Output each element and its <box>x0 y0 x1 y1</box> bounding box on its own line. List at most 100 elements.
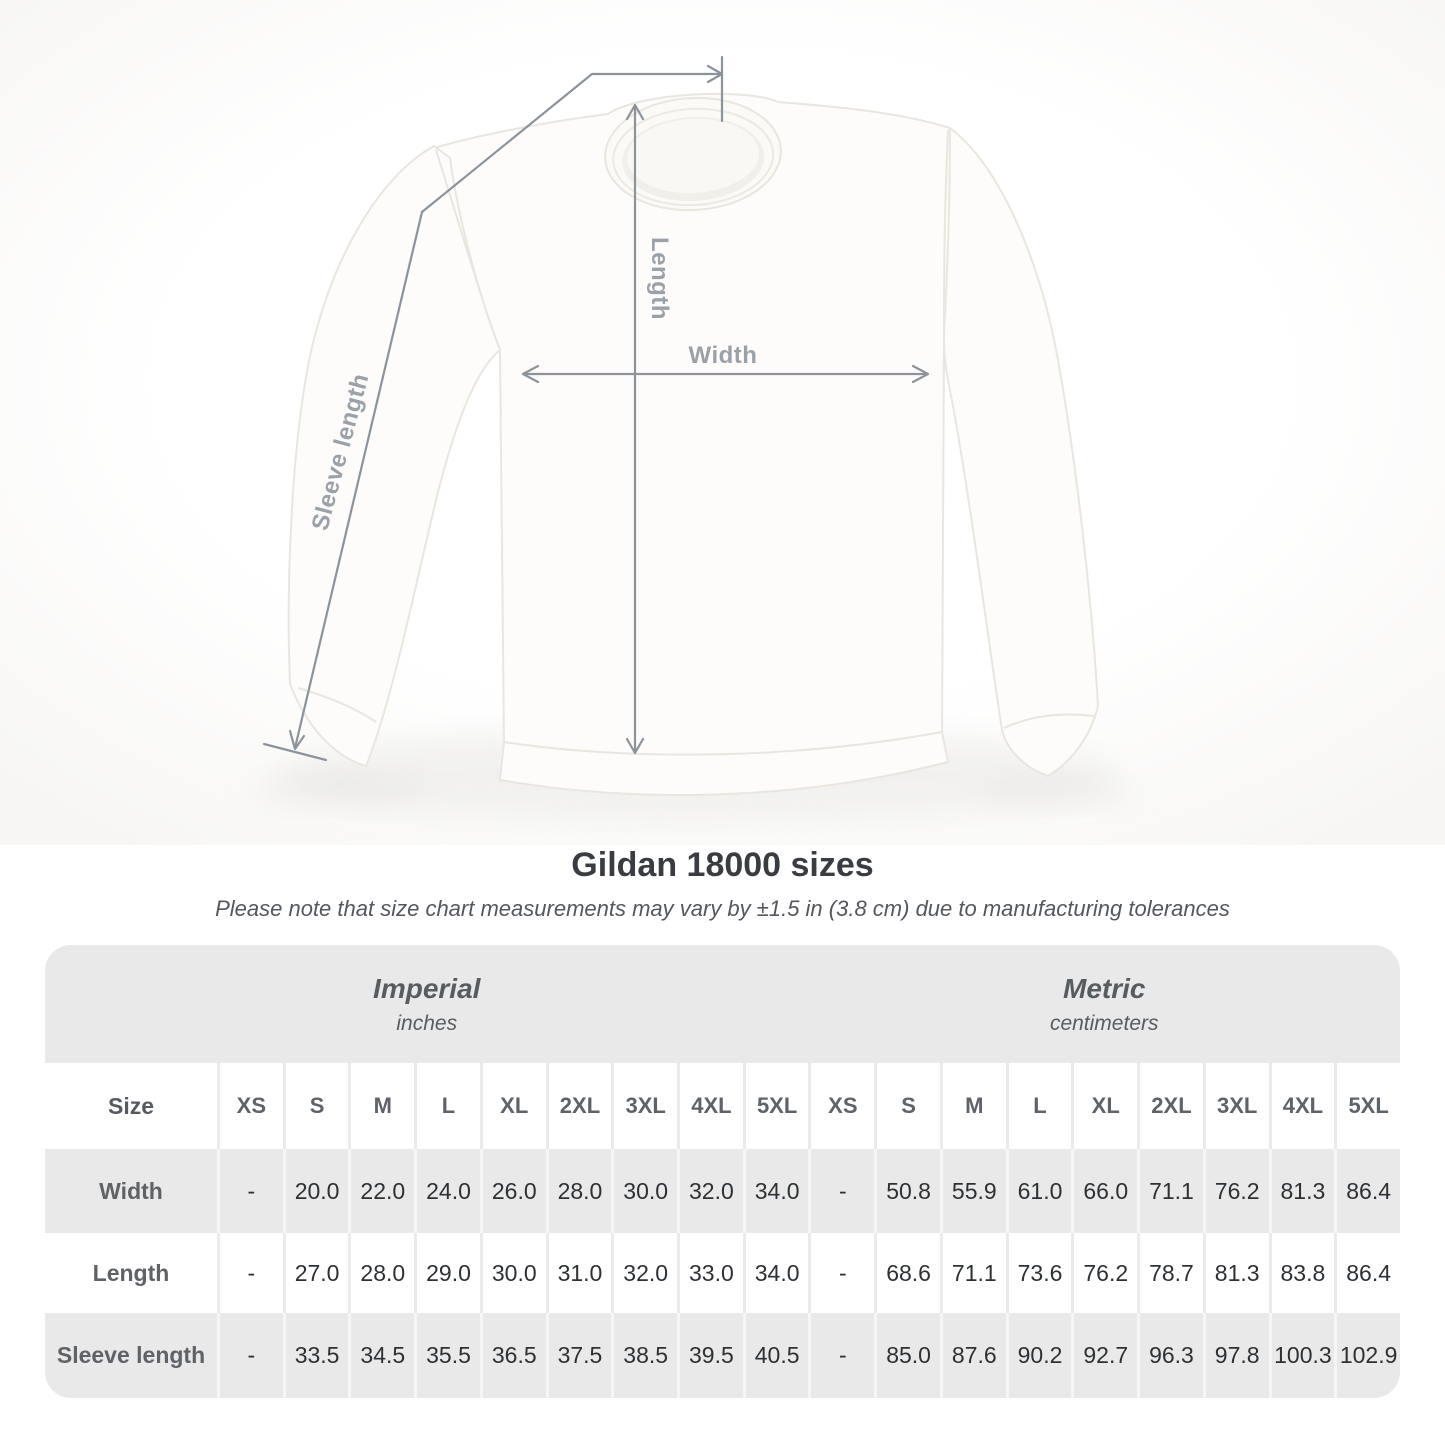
size-header-metric-xs: XS <box>808 1063 875 1149</box>
sweatshirt-illustration <box>287 92 1099 796</box>
value-cell: 81.3 <box>1202 1233 1269 1313</box>
value-cell: - <box>808 1313 875 1398</box>
value-cell: 102.9 <box>1334 1313 1400 1398</box>
value-cell: 78.7 <box>1137 1233 1203 1313</box>
value-cell: 28.0 <box>348 1233 415 1313</box>
right-armhole-seam <box>943 129 949 335</box>
value-cell: 76.2 <box>1071 1233 1138 1313</box>
value-cell: 73.6 <box>1005 1233 1072 1313</box>
value-cell: 27.0 <box>282 1233 349 1313</box>
size-header-metric-5xl: 5XL <box>1334 1063 1400 1149</box>
value-cell: 29.0 <box>414 1233 480 1313</box>
width-measure-label: Width <box>688 342 758 369</box>
value-cell: 20.0 <box>282 1149 349 1233</box>
value-cell: 92.7 <box>1071 1313 1138 1398</box>
value-cell: 37.5 <box>545 1313 612 1398</box>
unit-group-imperial: Imperial inches <box>45 945 809 1063</box>
size-header-metric-s: S <box>874 1063 940 1149</box>
value-cell: 86.4 <box>1334 1149 1400 1233</box>
value-cell: 50.8 <box>874 1149 940 1233</box>
value-cell: 34.0 <box>742 1233 809 1313</box>
value-cell: 97.8 <box>1202 1313 1269 1398</box>
value-cell: 40.5 <box>742 1313 809 1398</box>
value-cell: 38.5 <box>611 1313 678 1398</box>
size-header-imperial-3xl: 3XL <box>611 1063 678 1149</box>
row-label-length: Length <box>45 1233 217 1313</box>
size-header-imperial-s: S <box>282 1063 349 1149</box>
value-cell: 71.1 <box>1137 1149 1203 1233</box>
value-cell: 61.0 <box>1005 1149 1072 1233</box>
value-cell: 81.3 <box>1268 1149 1335 1233</box>
size-header-metric-xl: XL <box>1071 1063 1138 1149</box>
right-cuff-seam <box>1003 713 1095 729</box>
value-cell: 22.0 <box>348 1149 415 1233</box>
value-cell: 68.6 <box>874 1233 940 1313</box>
value-cell: 30.0 <box>611 1149 678 1233</box>
left-cuff-seam <box>297 687 377 723</box>
size-header-imperial-xl: XL <box>479 1063 546 1149</box>
value-cell: - <box>217 1149 283 1233</box>
value-cell: 34.0 <box>742 1149 809 1233</box>
value-cell: 100.3 <box>1268 1313 1335 1398</box>
metric-label: Metric <box>1063 972 1146 1004</box>
collar <box>604 96 782 212</box>
size-header-imperial-m: M <box>348 1063 415 1149</box>
value-cell: 90.2 <box>1005 1313 1072 1398</box>
value-cell: 24.0 <box>414 1149 480 1233</box>
value-cell: 28.0 <box>545 1149 612 1233</box>
value-cell: 35.5 <box>414 1313 480 1398</box>
imperial-label: Imperial <box>373 972 481 1004</box>
tolerance-note: Please note that size chart measurements… <box>215 896 1230 921</box>
size-column-header: Size <box>45 1063 217 1149</box>
value-cell: 71.1 <box>939 1233 1006 1313</box>
value-cell: 33.0 <box>677 1233 743 1313</box>
value-cell: 32.0 <box>677 1149 743 1233</box>
length-measure-label: Length <box>646 237 673 320</box>
row-label-width: Width <box>45 1149 217 1233</box>
width-measure-line <box>521 364 930 384</box>
size-header-imperial-4xl: 4XL <box>677 1063 743 1149</box>
value-cell: 32.0 <box>611 1233 678 1313</box>
right-sleeve <box>943 127 1099 777</box>
value-cell: 96.3 <box>1137 1313 1203 1398</box>
size-header-imperial-5xl: 5XL <box>742 1063 809 1149</box>
size-header-imperial-xs: XS <box>217 1063 283 1149</box>
sleeve-measure-line <box>262 55 724 762</box>
size-header-imperial-2xl: 2XL <box>545 1063 612 1149</box>
value-cell: 31.0 <box>545 1233 612 1313</box>
left-armhole-seam <box>435 149 501 351</box>
value-cell: 55.9 <box>939 1149 1006 1233</box>
size-header-metric-m: M <box>939 1063 1006 1149</box>
metric-units: centimeters <box>1049 1011 1159 1035</box>
value-cell: 39.5 <box>677 1313 743 1398</box>
value-cell: 33.5 <box>282 1313 349 1398</box>
value-cell: - <box>217 1313 283 1398</box>
value-cell: - <box>808 1149 875 1233</box>
value-cell: 87.6 <box>939 1313 1006 1398</box>
value-cell: 34.5 <box>348 1313 415 1398</box>
value-cell: 76.2 <box>1202 1149 1269 1233</box>
value-cell: 30.0 <box>479 1233 546 1313</box>
measurement-lines <box>262 55 930 762</box>
size-chart-table: Imperial inches Metric centimeters Size … <box>45 945 1400 1398</box>
unit-group-metric: Metric centimeters <box>808 945 1400 1063</box>
imperial-units: inches <box>396 1011 458 1035</box>
value-cell: 36.5 <box>479 1313 546 1398</box>
size-header-metric-4xl: 4XL <box>1268 1063 1335 1149</box>
sweatshirt-diagram-graphic <box>0 0 1445 845</box>
value-cell: - <box>808 1233 875 1313</box>
waistband <box>499 731 949 796</box>
page-title: Gildan 18000 sizes <box>571 846 874 884</box>
size-header-metric-l: L <box>1005 1063 1072 1149</box>
value-cell: 86.4 <box>1334 1233 1400 1313</box>
value-cell: 26.0 <box>479 1149 546 1233</box>
size-header-metric-3xl: 3XL <box>1202 1063 1269 1149</box>
value-cell: 85.0 <box>874 1313 940 1398</box>
length-measure-line <box>625 103 645 755</box>
size-header-metric-2xl: 2XL <box>1137 1063 1203 1149</box>
value-cell: 66.0 <box>1071 1149 1138 1233</box>
size-header-imperial-l: L <box>414 1063 480 1149</box>
value-cell: 83.8 <box>1268 1233 1335 1313</box>
sweatshirt-measurement-diagram: Length Width Sleeve length <box>0 0 1445 845</box>
row-label-sleeve-length: Sleeve length <box>45 1313 217 1398</box>
